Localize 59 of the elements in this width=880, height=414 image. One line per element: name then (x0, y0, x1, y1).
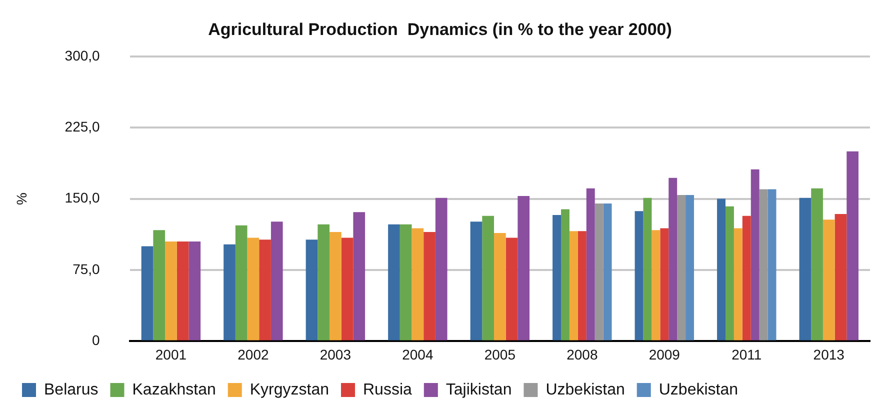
x-tick-label: 2013 (813, 346, 845, 362)
bar (400, 224, 412, 340)
bar (768, 189, 776, 340)
bar (424, 232, 436, 340)
y-tick-label: 150,0 (64, 190, 100, 206)
x-tick-label: 2003 (320, 346, 352, 362)
bar (270, 222, 283, 340)
legend-label: Uzbekistan (546, 381, 625, 398)
y-tick-label: 75,0 (72, 260, 100, 277)
bar (686, 195, 694, 340)
bar (306, 240, 318, 340)
y-tick-label: 225,0 (64, 118, 100, 134)
y-tick-label: 300,0 (64, 47, 100, 64)
chart-title: Agricultural Production Dynamics (in % to the year 2000) (208, 20, 672, 39)
x-tick-label: 2011 (732, 346, 762, 362)
bar (176, 242, 189, 340)
legend-label: Uzbekistan (658, 381, 738, 398)
x-tick-label: 2002 (238, 346, 269, 362)
bar (518, 196, 530, 340)
bar (224, 244, 236, 340)
legend-label: Tajikistan (446, 381, 512, 398)
bar (594, 204, 604, 340)
bar (482, 216, 494, 340)
x-tick-label: 2005 (484, 346, 516, 362)
bar (811, 188, 823, 340)
y-axis-title: % (13, 192, 30, 206)
bar (318, 224, 330, 340)
bar (846, 151, 858, 340)
bar (247, 238, 260, 340)
y-tick-label: 0 (92, 332, 100, 348)
bar (506, 238, 518, 340)
bar (353, 212, 366, 340)
legend-label: Belarus (44, 381, 98, 398)
bar (494, 232, 506, 340)
bar (165, 242, 177, 340)
bar (153, 230, 166, 340)
x-tick-label: 2009 (648, 346, 680, 362)
bar (799, 198, 812, 340)
bar (470, 222, 482, 340)
legend-label: Kazakhstan (132, 381, 216, 398)
bar (235, 225, 248, 340)
bar (341, 238, 354, 340)
bar (834, 214, 847, 340)
legend-label: Russia (363, 381, 412, 398)
bar (259, 240, 271, 340)
bar (435, 198, 448, 340)
legend-label: Kyrgyzstan (250, 381, 329, 398)
bar (677, 195, 686, 340)
bar (141, 246, 154, 340)
bar (822, 220, 835, 340)
x-tick-label: 2004 (402, 346, 434, 362)
bar (330, 232, 342, 340)
bar (388, 224, 400, 340)
bar (603, 204, 612, 340)
x-tick-label: 2008 (566, 346, 598, 362)
bar (759, 189, 768, 340)
bar (412, 228, 424, 340)
x-tick-label: 2001 (155, 346, 187, 362)
bar (188, 242, 201, 340)
